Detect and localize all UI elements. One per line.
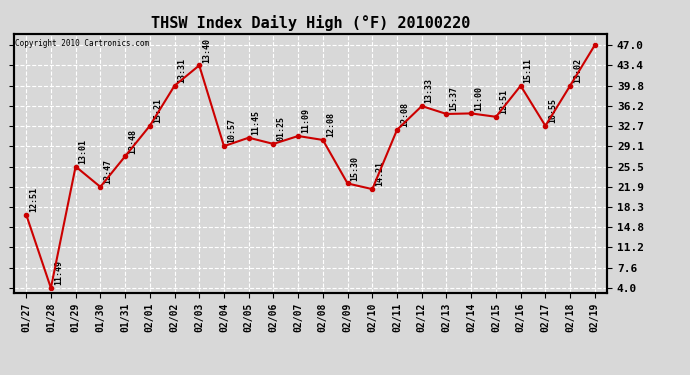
Text: 01:25: 01:25 [277,116,286,141]
Text: 12:08: 12:08 [326,112,335,137]
Text: 13:02: 13:02 [573,58,582,83]
Text: 10:57: 10:57 [227,118,236,143]
Text: 11:09: 11:09 [301,108,310,133]
Text: 11:45: 11:45 [252,110,261,135]
Text: 11:49: 11:49 [54,260,63,285]
Text: 13:01: 13:01 [79,139,88,164]
Text: 15:37: 15:37 [449,86,458,111]
Text: 12:08: 12:08 [400,102,409,127]
Title: THSW Index Daily High (°F) 20100220: THSW Index Daily High (°F) 20100220 [151,15,470,31]
Text: 15:30: 15:30 [351,156,359,181]
Text: 15:21: 15:21 [152,98,161,123]
Text: 13:48: 13:48 [128,129,137,153]
Text: 11:00: 11:00 [474,86,483,111]
Text: 10:55: 10:55 [549,98,558,123]
Text: 12:51: 12:51 [29,187,38,212]
Text: 15:11: 15:11 [524,58,533,83]
Text: 13:40: 13:40 [202,38,211,63]
Text: 13:33: 13:33 [425,78,434,103]
Text: 12:51: 12:51 [499,89,508,114]
Text: 13:31: 13:31 [177,58,186,83]
Text: 14:21: 14:21 [375,161,384,186]
Text: Copyright 2010 Cartronics.com: Copyright 2010 Cartronics.com [15,39,149,48]
Text: 12:47: 12:47 [104,159,112,184]
